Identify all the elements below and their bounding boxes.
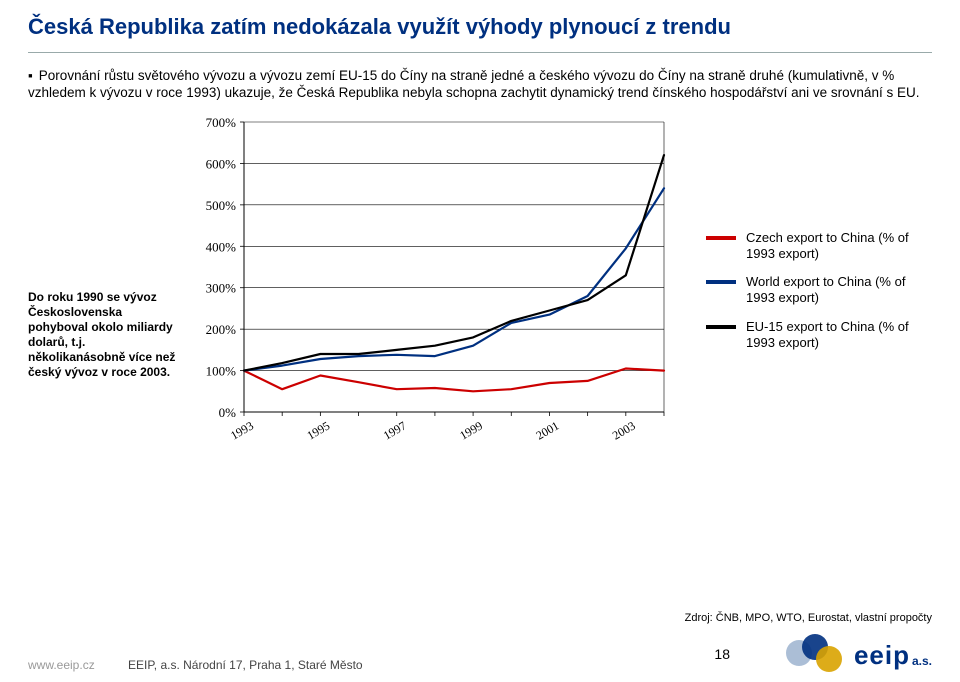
legend-label: World export to China (% of 1993 export) xyxy=(746,274,916,307)
logo-suffix: a.s. xyxy=(912,654,932,668)
footer-url: www.eeip.cz xyxy=(28,658,128,672)
footer-org: EEIP, a.s. Národní 17, Praha 1, Staré Mě… xyxy=(128,658,363,672)
logo: eeip a.s. xyxy=(786,634,932,676)
svg-text:400%: 400% xyxy=(206,239,237,254)
bullet-icon: ▪ xyxy=(28,68,33,83)
bullet-paragraph: ▪Porovnání růstu světového vývozu a vývo… xyxy=(28,67,932,102)
legend-item: EU-15 export to China (% of 1993 export) xyxy=(706,319,916,352)
svg-text:600%: 600% xyxy=(206,156,237,171)
svg-text:1993: 1993 xyxy=(228,418,256,442)
svg-text:500%: 500% xyxy=(206,197,237,212)
svg-text:2003: 2003 xyxy=(610,418,638,442)
svg-text:200%: 200% xyxy=(206,322,237,337)
legend-swatch xyxy=(706,325,736,329)
svg-text:1997: 1997 xyxy=(381,418,409,442)
legend-swatch xyxy=(706,280,736,284)
legend-swatch xyxy=(706,236,736,240)
page-title: Česká Republika zatím nedokázala využít … xyxy=(28,14,932,40)
legend-label: EU-15 export to China (% of 1993 export) xyxy=(746,319,916,352)
legend-item: Czech export to China (% of 1993 export) xyxy=(706,230,916,263)
svg-text:300%: 300% xyxy=(206,280,237,295)
svg-text:700%: 700% xyxy=(206,115,237,130)
divider xyxy=(28,52,932,53)
line-chart: 0% 100% 200% 300% 400% 500% 600% 700% 1993 1995 19… xyxy=(186,110,686,450)
svg-text:100%: 100% xyxy=(206,363,237,378)
svg-text:2001: 2001 xyxy=(534,418,562,442)
bullet-text: Porovnání růstu světového vývozu a vývoz… xyxy=(28,68,919,100)
legend-item: World export to China (% of 1993 export) xyxy=(706,274,916,307)
chart-area: 0% 100% 200% 300% 400% 500% 600% 700% 1993 1995 19… xyxy=(186,110,686,450)
legend-label: Czech export to China (% of 1993 export) xyxy=(746,230,916,263)
legend: Czech export to China (% of 1993 export)… xyxy=(706,230,916,364)
logo-icon xyxy=(786,634,848,676)
source-text: Zdroj: ČNB, MPO, WTO, Eurostat, vlastní … xyxy=(685,612,932,624)
logo-text: eeip xyxy=(854,640,910,671)
svg-text:1999: 1999 xyxy=(457,418,485,442)
svg-text:0%: 0% xyxy=(219,405,237,420)
svg-text:1995: 1995 xyxy=(304,418,332,442)
side-note: Do roku 1990 se vývoz Československa poh… xyxy=(28,290,178,380)
